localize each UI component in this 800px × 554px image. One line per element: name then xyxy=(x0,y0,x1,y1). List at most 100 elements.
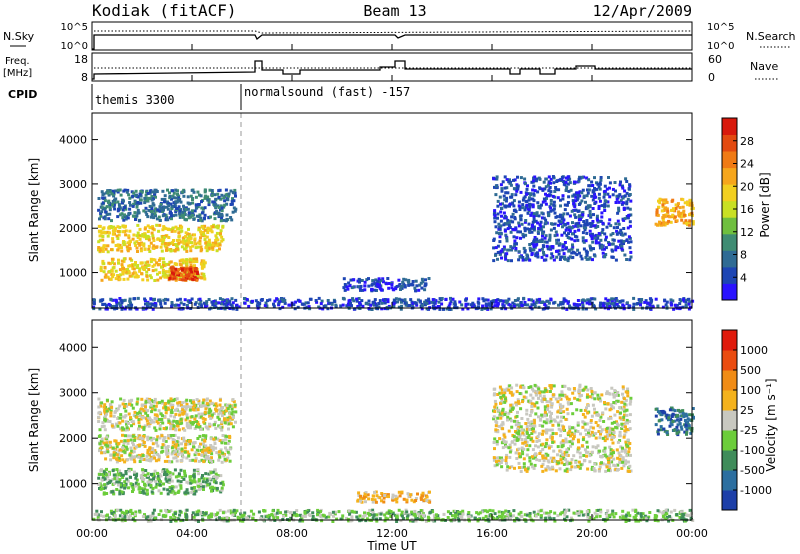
heatmap-cell xyxy=(223,299,227,303)
heatmap-cell xyxy=(204,302,208,306)
heatmap-cell xyxy=(328,301,331,305)
heatmap-cell xyxy=(601,462,605,466)
heatmap-cell xyxy=(162,439,166,443)
heatmap-cell xyxy=(173,229,177,233)
heatmap-cell xyxy=(153,426,157,430)
heatmap-cell xyxy=(623,448,627,452)
heatmap-cell xyxy=(107,217,111,221)
heatmap-cell xyxy=(567,447,570,451)
heatmap-cell xyxy=(387,495,390,499)
heatmap-cell xyxy=(193,269,197,273)
heatmap-cell xyxy=(161,414,164,418)
heatmap-cell xyxy=(503,400,507,404)
heatmap-cell xyxy=(127,486,130,490)
heatmap-cell xyxy=(622,239,626,243)
heatmap-cell xyxy=(133,275,137,279)
heatmap-cell xyxy=(227,192,231,196)
heatmap-cell xyxy=(541,462,545,466)
heatmap-cell xyxy=(561,245,565,249)
heatmap-cell xyxy=(214,402,218,406)
heatmap-cell xyxy=(594,436,598,440)
heatmap-cell xyxy=(503,186,507,190)
heatmap-cell xyxy=(146,264,150,267)
heatmap-cell xyxy=(597,196,601,200)
heatmap-cell xyxy=(182,436,186,440)
heatmap-cell xyxy=(136,208,140,212)
heatmap-cell xyxy=(98,249,102,253)
heatmap-cell xyxy=(528,258,532,262)
heatmap-cell xyxy=(605,390,609,394)
heatmap-cell xyxy=(523,220,527,224)
heatmap-cell xyxy=(553,211,557,215)
heatmap-cell xyxy=(136,397,140,401)
heatmap-cell xyxy=(199,404,203,408)
heatmap-cell xyxy=(537,305,541,309)
heatmap-cell xyxy=(185,398,189,402)
heatmap-cell xyxy=(180,225,184,229)
heatmap-cell xyxy=(527,428,531,432)
heatmap-cell xyxy=(116,248,120,252)
heatmap-cell xyxy=(500,206,504,210)
heatmap-cell xyxy=(161,263,165,267)
heatmap-cell xyxy=(181,411,185,415)
heatmap-cell xyxy=(160,446,164,450)
heatmap-cell xyxy=(216,204,220,208)
heatmap-cell xyxy=(500,189,504,193)
heatmap-cell xyxy=(200,219,204,223)
heatmap-cell xyxy=(126,268,130,271)
heatmap-cell xyxy=(582,220,586,223)
heatmap-cell xyxy=(492,177,496,181)
heatmap-cell xyxy=(134,189,138,193)
heatmap-cell xyxy=(594,224,598,228)
heatmap-cell xyxy=(176,424,180,428)
heatmap-cell xyxy=(591,297,595,301)
heatmap-cell xyxy=(117,258,120,262)
heatmap-cell xyxy=(585,231,589,235)
heatmap-cell xyxy=(685,221,689,225)
heatmap-cell xyxy=(127,212,131,215)
heatmap-cell xyxy=(178,278,182,281)
heatmap-cell xyxy=(217,301,221,305)
heatmap-cell xyxy=(503,229,507,233)
heatmap-cell xyxy=(184,235,188,238)
heatmap-cell xyxy=(496,212,500,216)
heatmap-cell xyxy=(184,231,188,235)
heatmap-cell xyxy=(628,246,632,250)
heatmap-cell xyxy=(580,175,584,179)
heatmap-cell xyxy=(220,216,223,220)
heatmap-cell xyxy=(224,441,227,445)
heatmap-cell xyxy=(181,408,185,412)
nave-label: Nave xyxy=(750,60,778,73)
heatmap-cell xyxy=(394,287,398,291)
heatmap-cell xyxy=(571,199,575,203)
heatmap-cell xyxy=(208,228,212,232)
heatmap-cell xyxy=(208,188,212,192)
heatmap-cell xyxy=(531,188,535,192)
heatmap-cell xyxy=(162,225,166,229)
heatmap-cell xyxy=(128,207,132,211)
heatmap-cell xyxy=(183,491,187,495)
heatmap-cell xyxy=(576,450,580,454)
heatmap-cell xyxy=(161,240,165,244)
heatmap-cell xyxy=(201,434,205,438)
heatmap-cell xyxy=(562,425,566,429)
heatmap-cell xyxy=(593,202,597,205)
heatmap-cell xyxy=(185,304,189,307)
heatmap-cell xyxy=(541,429,545,433)
heatmap-cell xyxy=(182,275,185,279)
heatmap-cell xyxy=(193,417,197,421)
heatmap-cell xyxy=(550,402,554,406)
heatmap-cell xyxy=(551,423,555,427)
heatmap-cell xyxy=(195,214,199,218)
heatmap-cell xyxy=(193,453,197,457)
heatmap-cell xyxy=(595,214,599,218)
heatmap-cell xyxy=(152,404,156,408)
heatmap-cell xyxy=(603,232,607,236)
heatmap-cell xyxy=(106,250,110,254)
heatmap-cell xyxy=(118,268,122,272)
heatmap-cell xyxy=(628,224,632,228)
heatmap-cell xyxy=(123,405,127,408)
heatmap-cell xyxy=(208,422,211,426)
heatmap-cell xyxy=(153,190,157,194)
heatmap-cell xyxy=(163,301,167,305)
